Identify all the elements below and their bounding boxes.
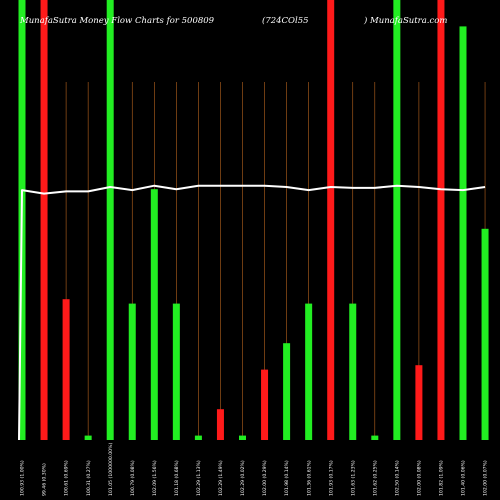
bar xyxy=(393,0,401,440)
header-middle-text: (724COl55 xyxy=(262,15,309,26)
bar xyxy=(40,0,48,440)
x-tick-label: 101.93 (0.17%) xyxy=(328,460,334,496)
bar xyxy=(481,228,489,440)
bar xyxy=(84,435,92,440)
bar xyxy=(415,365,423,440)
bar xyxy=(62,299,70,440)
bar xyxy=(327,0,335,440)
x-tick-label: 100.93 (1.00%) xyxy=(20,460,26,496)
x-tick-label: 101.98 (0.14%) xyxy=(284,460,290,496)
x-tick-label: 101.40 (0.06%) xyxy=(461,460,467,496)
x-tick-label: 102.00 (0.29%) xyxy=(262,460,268,496)
x-tick-label: 102.50 (0.14%) xyxy=(394,460,400,496)
bar xyxy=(128,303,136,440)
x-tick-label: 102.00 (0.07%) xyxy=(483,460,489,496)
x-tick-labels: 100.93 (1.00%) 99.46 (0.30%) 100.61 (0.69%… xyxy=(20,443,489,496)
bar xyxy=(150,189,158,440)
x-tick-label: 102.09 (1.56%) xyxy=(152,460,158,496)
bar xyxy=(305,303,313,440)
money-flow-line xyxy=(18,184,486,441)
bar xyxy=(239,435,246,440)
x-tick-label: 102.29 (0.02%) xyxy=(240,460,246,496)
bar xyxy=(349,303,357,440)
x-tick-label: 101.36 (0.61%) xyxy=(306,460,312,496)
bar xyxy=(106,0,114,440)
x-tick-label: 101.62 (0.25%) xyxy=(372,460,378,496)
bar xyxy=(459,26,467,441)
x-tick-label: 101.63 (1.23%) xyxy=(350,460,356,496)
x-tick-label: 99.46 (0.30%) xyxy=(42,463,48,496)
x-tick-label: 100.31 (0.27%) xyxy=(86,460,92,496)
x-tick-label: 101.82 (1.09%) xyxy=(439,460,445,496)
x-tick-label: 100.61 (0.69%) xyxy=(64,460,70,496)
bar xyxy=(216,409,224,440)
header-left-text: MunafaSutra Money Flow Charts for 500809 xyxy=(19,16,215,26)
x-tick-label: 102.29 (1.49%) xyxy=(218,460,224,496)
x-tick-label: 102.29 (1.13%) xyxy=(196,460,202,496)
bar xyxy=(371,435,379,440)
header-right-text: ) MunafaSutra.com xyxy=(363,15,447,26)
x-tick-label: 102.00 (0.08%) xyxy=(417,460,423,496)
bar xyxy=(172,303,180,440)
bar xyxy=(283,343,291,440)
money-flow-line-layer xyxy=(18,184,486,441)
bar xyxy=(194,435,202,440)
x-tick-label: 100.79 (0.08%) xyxy=(130,460,136,496)
bars xyxy=(18,0,489,441)
bar xyxy=(261,369,269,440)
x-tick-label: 101.18 (0.68%) xyxy=(174,460,180,496)
bar xyxy=(437,0,445,440)
x-tick-label: 101.05 (1000000.00%) xyxy=(108,443,114,496)
